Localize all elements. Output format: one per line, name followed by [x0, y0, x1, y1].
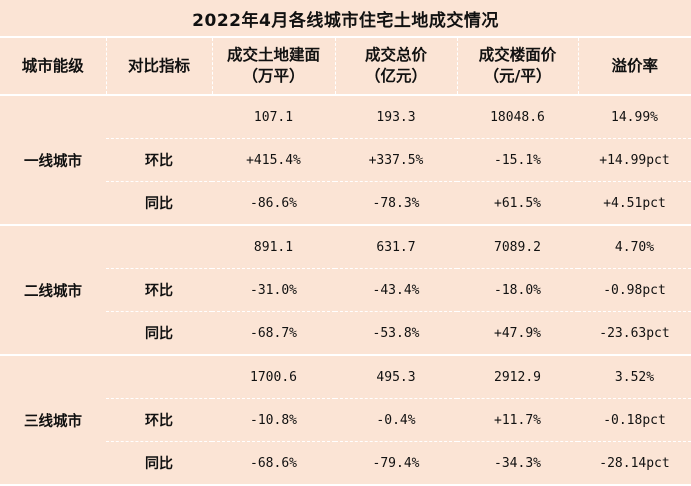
total-price-cell: 631.7 [335, 225, 457, 269]
table-row: 环比 +415.4% +337.5% -15.1% +14.99pct [0, 138, 691, 182]
area-cell: 1700.6 [212, 355, 335, 399]
city-land-table: 城市能级 对比指标 成交土地建面 （万平） 成交总价 （亿元） 成交楼面价 （元/平）… [0, 36, 691, 486]
table-row: 二线城市 891.1 631.7 7089.2 4.70% [0, 225, 691, 356]
header-row: 城市能级 对比指标 成交土地建面 （万平） 成交总价 （亿元） 成交楼面价 （元/平）… [0, 36, 691, 96]
total-price-cell: +337.5% [335, 138, 457, 182]
table-row: 同比 -68.6% -79.4% -34.3% -28.14pct [0, 441, 691, 486]
table-row: 一线城市 107.1 193.3 18048.6 14.99% [0, 95, 691, 226]
premium-rate-cell: +4.51pct [578, 181, 691, 226]
area-cell: 107.1 [212, 95, 335, 139]
header-premium-rate-label: 溢价率 [611, 56, 658, 75]
header-area-label: 成交土地建面 [226, 46, 320, 64]
metric-cell: 环比 [106, 138, 212, 182]
area-cell: 891.1 [212, 225, 335, 269]
premium-rate-cell: -0.98pct [578, 268, 691, 312]
area-cell: -10.8% [212, 398, 335, 442]
header-total-price-unit: （亿元） [364, 67, 427, 85]
header-premium-rate: 溢价率 [577, 36, 691, 96]
header-total-price: 成交总价 （亿元） [334, 36, 457, 96]
table-row: 同比 -68.7% -53.8% +47.9% -23.63pct [0, 311, 691, 356]
header-metric-label: 对比指标 [127, 56, 190, 75]
table-row: 同比 -86.6% -78.3% +61.5% +4.51pct [0, 181, 691, 226]
floor-price-cell: -15.1% [457, 138, 578, 182]
table-title: 2022年4月各线城市住宅土地成交情况 [192, 10, 499, 31]
total-price-cell: -78.3% [335, 181, 457, 226]
area-cell: +415.4% [212, 138, 335, 182]
metric-cell: 环比 [106, 268, 212, 312]
header-area-unit: （万平） [242, 67, 305, 85]
table-row: 环比 -31.0% -43.4% -18.0% -0.98pct [0, 268, 691, 312]
metric-cell [106, 355, 212, 399]
floor-price-cell: 18048.6 [457, 95, 578, 139]
premium-rate-cell: 14.99% [578, 95, 691, 139]
area-cell: -68.7% [212, 311, 335, 356]
premium-rate-cell: -23.63pct [578, 311, 691, 356]
premium-rate-cell: 3.52% [578, 355, 691, 399]
floor-price-cell: 7089.2 [457, 225, 578, 269]
total-price-cell: -0.4% [335, 398, 457, 442]
table-row: 环比 -10.8% -0.4% +11.7% -0.18pct [0, 398, 691, 442]
header-area: 成交土地建面 （万平） [211, 36, 335, 96]
metric-cell: 同比 [106, 311, 212, 356]
city-tier-cell: 三线城市 [0, 355, 106, 486]
area-cell: -86.6% [212, 181, 335, 226]
header-floor-price-label: 成交楼面价 [478, 46, 557, 64]
premium-rate-cell: -0.18pct [578, 398, 691, 442]
header-city-tier: 城市能级 [0, 36, 106, 96]
floor-price-cell: -34.3% [457, 441, 578, 486]
total-price-cell: -79.4% [335, 441, 457, 486]
header-city-tier-label: 城市能级 [21, 56, 84, 75]
premium-rate-cell: +14.99pct [578, 138, 691, 182]
floor-price-cell: +61.5% [457, 181, 578, 226]
total-price-cell: 495.3 [335, 355, 457, 399]
floor-price-cell: +47.9% [457, 311, 578, 356]
floor-price-cell: +11.7% [457, 398, 578, 442]
premium-rate-cell: -28.14pct [578, 441, 691, 486]
header-metric: 对比指标 [105, 36, 212, 96]
city-tier-cell: 二线城市 [0, 225, 106, 356]
floor-price-cell: -18.0% [457, 268, 578, 312]
metric-cell: 同比 [106, 181, 212, 226]
area-cell: -31.0% [212, 268, 335, 312]
metric-cell: 同比 [106, 441, 212, 486]
total-price-cell: -53.8% [335, 311, 457, 356]
floor-price-cell: 2912.9 [457, 355, 578, 399]
total-price-cell: -43.4% [335, 268, 457, 312]
premium-rate-cell: 4.70% [578, 225, 691, 269]
metric-cell [106, 225, 212, 269]
total-price-cell: 193.3 [335, 95, 457, 139]
header-floor-price: 成交楼面价 （元/平） [456, 36, 578, 96]
area-cell: -68.6% [212, 441, 335, 486]
table-row: 三线城市 1700.6 495.3 2912.9 3.52% [0, 355, 691, 486]
metric-cell: 环比 [106, 398, 212, 442]
metric-cell [106, 95, 212, 139]
header-total-price-label: 成交总价 [364, 46, 427, 64]
header-floor-price-unit: （元/平） [483, 67, 552, 85]
city-tier-cell: 一线城市 [0, 95, 106, 226]
